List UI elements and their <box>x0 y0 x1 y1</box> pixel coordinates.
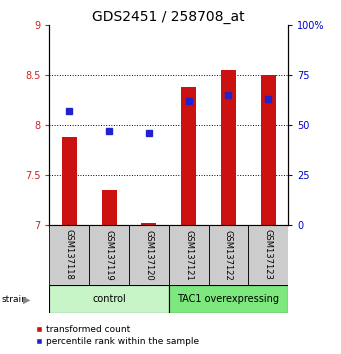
FancyBboxPatch shape <box>49 225 89 285</box>
FancyBboxPatch shape <box>169 225 209 285</box>
Text: GSM137121: GSM137121 <box>184 229 193 280</box>
FancyBboxPatch shape <box>209 225 248 285</box>
Text: GSM137123: GSM137123 <box>264 229 273 280</box>
Bar <box>181 87 196 225</box>
Text: control: control <box>92 294 126 304</box>
FancyBboxPatch shape <box>89 225 129 285</box>
Text: GSM137122: GSM137122 <box>224 229 233 280</box>
Bar <box>261 75 276 225</box>
Text: GSM137118: GSM137118 <box>65 229 74 280</box>
Text: ▶: ▶ <box>23 295 31 305</box>
Bar <box>62 137 77 225</box>
FancyBboxPatch shape <box>129 225 169 285</box>
Bar <box>102 190 117 225</box>
Bar <box>221 70 236 225</box>
Text: GSM137119: GSM137119 <box>105 229 114 280</box>
FancyBboxPatch shape <box>49 285 169 313</box>
FancyBboxPatch shape <box>248 225 288 285</box>
Legend: transformed count, percentile rank within the sample: transformed count, percentile rank withi… <box>32 321 203 349</box>
Text: GSM137120: GSM137120 <box>144 229 153 280</box>
FancyBboxPatch shape <box>169 285 288 313</box>
Bar <box>141 223 157 225</box>
Title: GDS2451 / 258708_at: GDS2451 / 258708_at <box>92 10 245 24</box>
Text: strain: strain <box>2 295 28 304</box>
Text: TAC1 overexpressing: TAC1 overexpressing <box>177 294 280 304</box>
